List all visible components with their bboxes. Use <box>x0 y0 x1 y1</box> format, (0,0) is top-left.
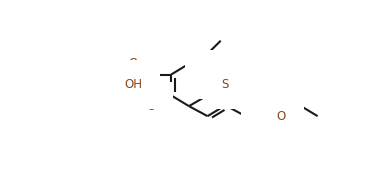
Text: N: N <box>259 99 268 112</box>
Text: O: O <box>277 110 286 123</box>
Text: N: N <box>203 68 212 81</box>
Text: O: O <box>129 57 138 70</box>
Text: OH: OH <box>124 78 142 91</box>
Text: S: S <box>222 78 229 91</box>
Text: O: O <box>146 100 156 113</box>
